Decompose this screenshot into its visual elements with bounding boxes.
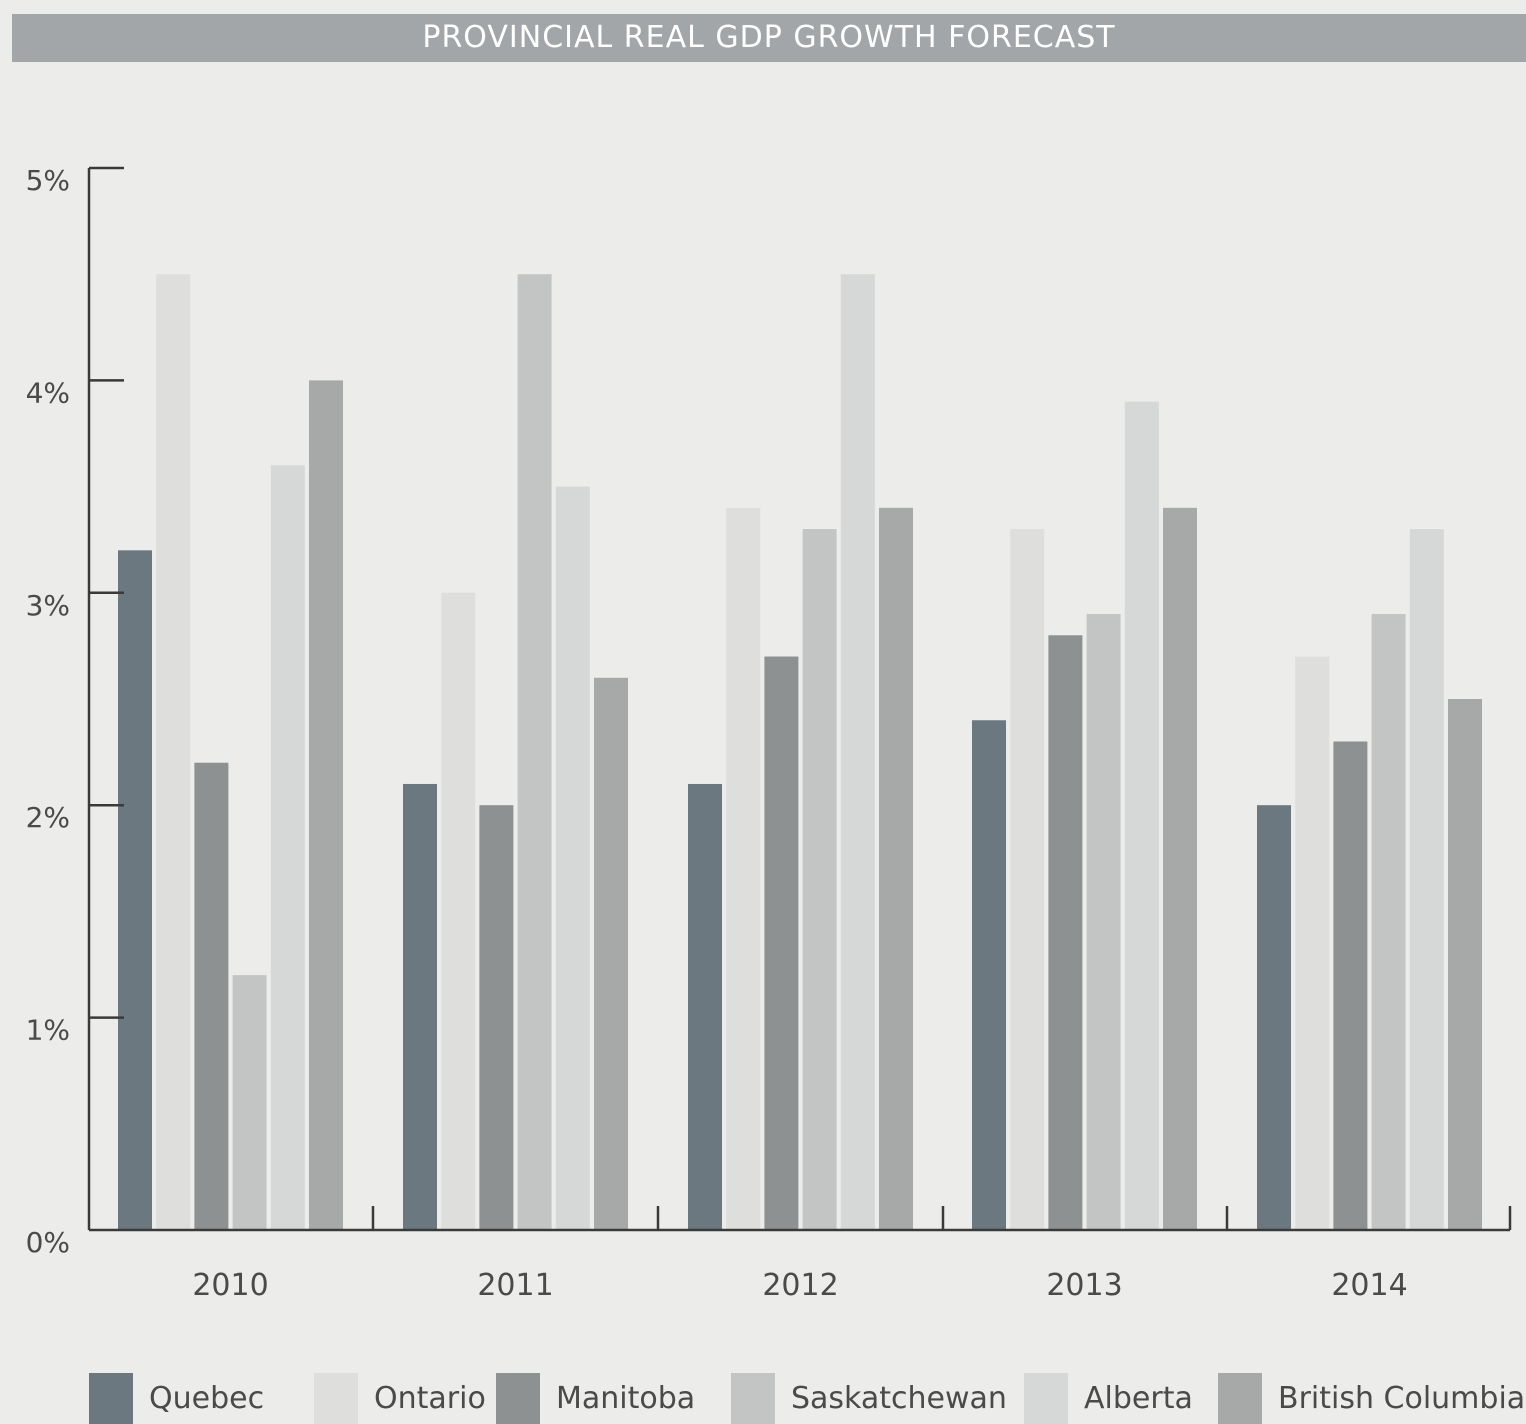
y-tick-label: 4% — [26, 376, 70, 409]
bar — [118, 550, 152, 1230]
legend-swatch — [314, 1373, 358, 1424]
bar — [1295, 656, 1330, 1230]
bar — [194, 762, 229, 1230]
x-tick-label: 2014 — [1331, 1268, 1407, 1303]
bar — [1163, 507, 1197, 1231]
legend-label: Manitoba — [556, 1381, 695, 1416]
bar — [840, 274, 875, 1230]
bar — [232, 975, 267, 1230]
bar — [879, 507, 913, 1231]
bar — [517, 274, 552, 1230]
bar — [1257, 805, 1291, 1230]
bar — [972, 720, 1006, 1230]
chart-title: PROVINCIAL REAL GDP GROWTH FORECAST — [12, 14, 1526, 62]
bar — [1124, 401, 1159, 1230]
legend-label: Quebec — [149, 1381, 264, 1416]
x-tick-label: 2013 — [1046, 1268, 1122, 1303]
bar — [1086, 614, 1121, 1230]
bar — [764, 656, 799, 1230]
bar — [1371, 614, 1406, 1230]
x-tick-label: 2010 — [192, 1268, 268, 1303]
legend-swatch — [1218, 1373, 1262, 1424]
x-tick-label: 2012 — [762, 1268, 838, 1303]
bar — [1333, 741, 1368, 1230]
bar — [802, 529, 837, 1230]
bar — [270, 465, 305, 1230]
bar — [555, 486, 590, 1231]
y-tick-label: 1% — [26, 1014, 70, 1047]
y-tick-label: 2% — [26, 801, 70, 834]
bar — [403, 783, 437, 1230]
bar — [441, 592, 476, 1230]
bar — [1048, 635, 1083, 1230]
legend-swatch — [731, 1373, 775, 1424]
bar — [594, 677, 628, 1230]
legend-swatch — [1024, 1373, 1068, 1424]
legend-label: Ontario — [374, 1381, 486, 1416]
bar — [1010, 529, 1045, 1230]
bar — [479, 805, 514, 1230]
bar — [726, 507, 761, 1231]
x-tick-label: 2011 — [477, 1268, 553, 1303]
y-tick-label: 5% — [26, 164, 70, 197]
legend-label: Alberta — [1084, 1381, 1193, 1416]
bar — [688, 783, 722, 1230]
legend-swatch — [89, 1373, 133, 1424]
y-tick-label: 3% — [26, 589, 70, 622]
y-tick-label: 0% — [26, 1226, 70, 1259]
bar — [1448, 699, 1482, 1230]
legend-swatch — [496, 1373, 540, 1424]
bar — [156, 274, 191, 1230]
bar — [1409, 529, 1444, 1230]
bar — [309, 380, 343, 1230]
legend-label: British Columbia — [1278, 1381, 1525, 1416]
legend-label: Saskatchewan — [791, 1381, 1007, 1416]
